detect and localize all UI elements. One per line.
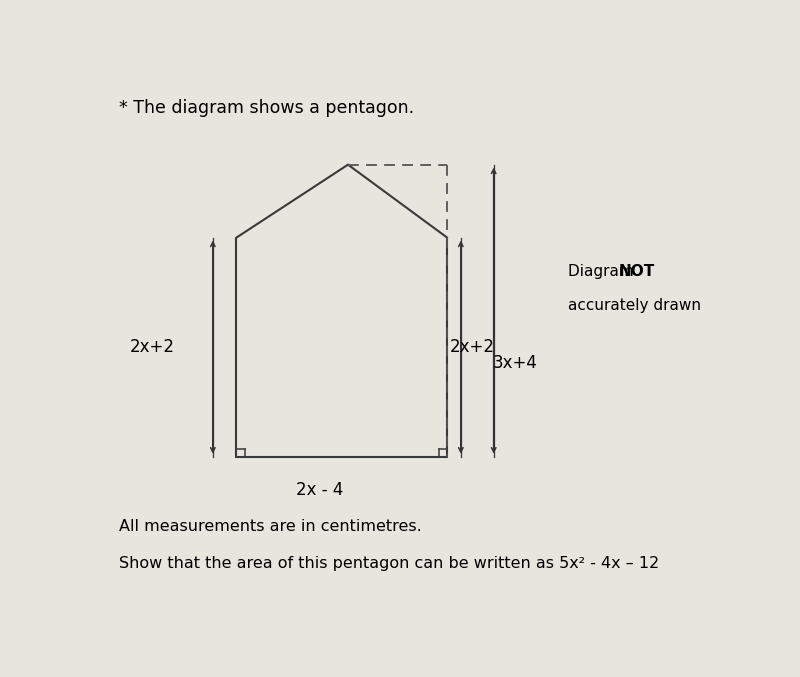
Text: accurately drawn: accurately drawn: [568, 298, 701, 313]
Text: 2x - 4: 2x - 4: [297, 481, 344, 500]
Text: NOT: NOT: [619, 264, 655, 279]
Text: 2x+2: 2x+2: [130, 338, 175, 356]
Text: * The diagram shows a pentagon.: * The diagram shows a pentagon.: [118, 100, 414, 118]
Text: Diagram: Diagram: [568, 264, 638, 279]
Text: Show that the area of this pentagon can be written as 5x² - 4x – 12: Show that the area of this pentagon can …: [118, 556, 659, 571]
Text: All measurements are in centimetres.: All measurements are in centimetres.: [118, 519, 422, 534]
Text: 3x+4: 3x+4: [493, 354, 538, 372]
Text: 2x+2: 2x+2: [450, 338, 494, 356]
